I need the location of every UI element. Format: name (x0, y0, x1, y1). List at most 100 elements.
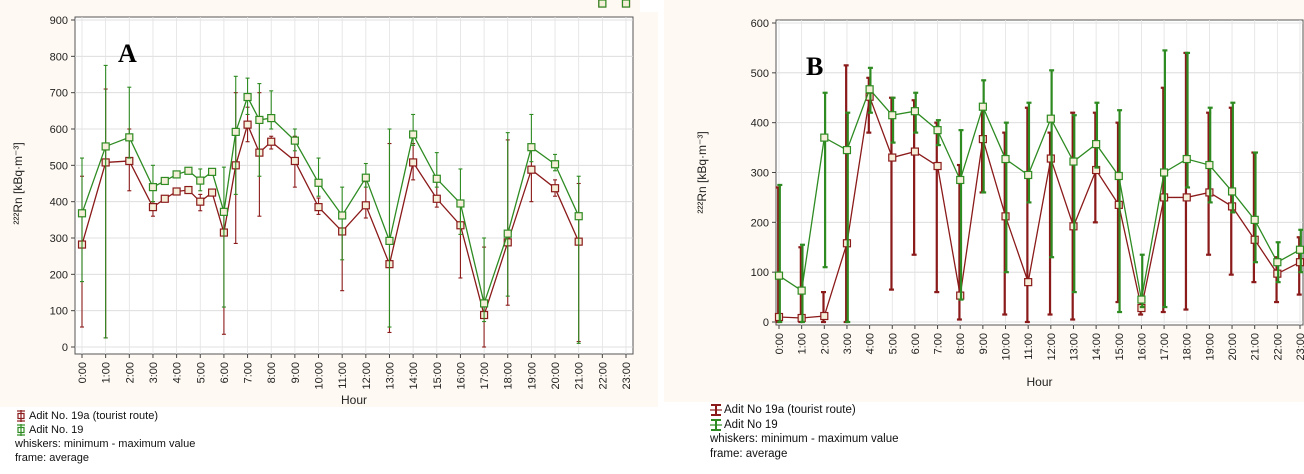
data-point (148, 203, 158, 212)
whisker-note: whiskers: minimum - maximum value (15, 438, 196, 450)
x-tick-label: 2:00 (819, 333, 831, 354)
x-tick-label: 17:00 (479, 362, 491, 390)
data-point (888, 153, 897, 162)
x-tick-label: 6:00 (910, 333, 922, 354)
data-point (207, 188, 217, 197)
whisker-note: whiskers: minimum - maximum value (710, 433, 899, 445)
legend-label: Adit No. 19 (29, 424, 84, 436)
x-tick-label: 9:00 (290, 362, 302, 383)
panel-header (664, 0, 1304, 12)
y-tick-label: 600 (50, 124, 68, 136)
data-point (385, 236, 394, 246)
data-point (314, 203, 323, 212)
x-tick-label: 9:00 (978, 333, 990, 354)
data-point (933, 161, 942, 171)
x-tick-label: 3:00 (148, 362, 160, 383)
data-point (243, 120, 252, 129)
data-point (361, 173, 370, 182)
legend-entry: Adit No 19a (tourist route) (710, 403, 899, 418)
data-point (255, 115, 264, 125)
data-point (409, 130, 418, 139)
x-tick-label: 3:00 (842, 333, 854, 354)
data-point (797, 286, 806, 295)
x-tick-label: 12:00 (1046, 333, 1058, 361)
data-point (1273, 258, 1282, 267)
data-point (1182, 154, 1191, 164)
legend-label: Adit No. 19a (tourist route) (29, 410, 159, 422)
data-point (456, 199, 465, 208)
x-tick-label: 8:00 (955, 333, 967, 354)
data-point (503, 229, 512, 238)
data-point (1227, 187, 1237, 196)
x-tick-label: 7:00 (933, 333, 945, 354)
x-tick-label: 11:00 (1023, 333, 1035, 360)
y-tick-label: 0 (763, 317, 769, 329)
x-tick-label: 13:00 (384, 362, 396, 390)
x-axis-title: Hour (341, 393, 367, 407)
data-point (267, 137, 276, 146)
panel-letter: A (118, 39, 137, 68)
data-point (101, 142, 110, 151)
x-tick-label: 19:00 (526, 362, 538, 390)
data-point (160, 176, 169, 186)
data-point (621, 0, 631, 8)
y-tick-label: 900 (50, 15, 68, 27)
data-point (1182, 193, 1191, 202)
data-point (148, 183, 158, 192)
data-point (1024, 278, 1033, 287)
x-tick-label: 23:00 (621, 362, 633, 390)
data-point (527, 165, 536, 174)
y-tick-label: 300 (50, 233, 68, 245)
data-point (1092, 139, 1101, 149)
data-point (527, 143, 536, 152)
x-tick-label: 2:00 (124, 362, 136, 383)
data-point (77, 209, 87, 218)
data-point (1205, 160, 1214, 170)
x-tick-label: 15:00 (1114, 333, 1126, 361)
data-point (598, 0, 607, 8)
data-point (196, 176, 205, 185)
plot-frame (74, 16, 634, 355)
data-point (910, 107, 920, 116)
data-point (207, 167, 217, 176)
legend-symbol-red (15, 410, 27, 422)
x-tick-label: 23:00 (1295, 333, 1304, 361)
x-tick-label: 21:00 (574, 362, 586, 390)
data-point (1069, 157, 1078, 166)
data-point (1024, 170, 1033, 180)
x-tick-label: 4:00 (172, 362, 184, 383)
x-tick-label: 8:00 (266, 362, 278, 383)
data-point (267, 113, 276, 123)
data-point (1159, 168, 1169, 177)
x-tick-label: 22:00 (597, 362, 609, 390)
x-tick-label: 18:00 (1182, 333, 1194, 361)
x-tick-label: 14:00 (1091, 333, 1103, 361)
data-point (1250, 215, 1259, 224)
y-tick-label: 100 (50, 306, 68, 318)
y-tick-label: 700 (50, 88, 68, 100)
data-point (290, 136, 299, 145)
chart-panel-b: 0 100 200 300 400 500 600 0:00 1:00 2:00 3:00 4:00 5… (664, 0, 1304, 474)
legend-a: Adit No. 19a (tourist route) Adit No. 19… (15, 409, 195, 465)
frame-note: frame: average (710, 447, 788, 460)
data-point (314, 178, 323, 187)
data-point (888, 111, 897, 120)
frame-note: frame: average (15, 452, 89, 464)
y-axis-title: ²²²Rn [kBq·m⁻³] (11, 142, 25, 224)
x-tick-label: 1:00 (797, 333, 809, 354)
data-point (184, 166, 193, 175)
x-tick-label: 11:00 (337, 362, 349, 389)
y-tick-label: 800 (50, 51, 68, 63)
y-tick-label: 100 (751, 267, 769, 279)
series-line (778, 88, 1301, 300)
y-tick-label: 500 (751, 68, 769, 80)
data-point (409, 158, 418, 167)
x-tick-label: 5:00 (887, 333, 899, 354)
x-tick-label: 18:00 (503, 362, 515, 390)
x-tick-label: 20:00 (550, 362, 562, 390)
chart-a-svg: 0 100 200 300 400 500 600 700 800 900 0:00 1:00 2:00… (11, 0, 634, 407)
x-tick-label: 13:00 (1068, 333, 1080, 361)
data-point (550, 160, 560, 169)
y-tick-label: 200 (751, 217, 769, 229)
y-tick-label: 400 (50, 197, 68, 209)
